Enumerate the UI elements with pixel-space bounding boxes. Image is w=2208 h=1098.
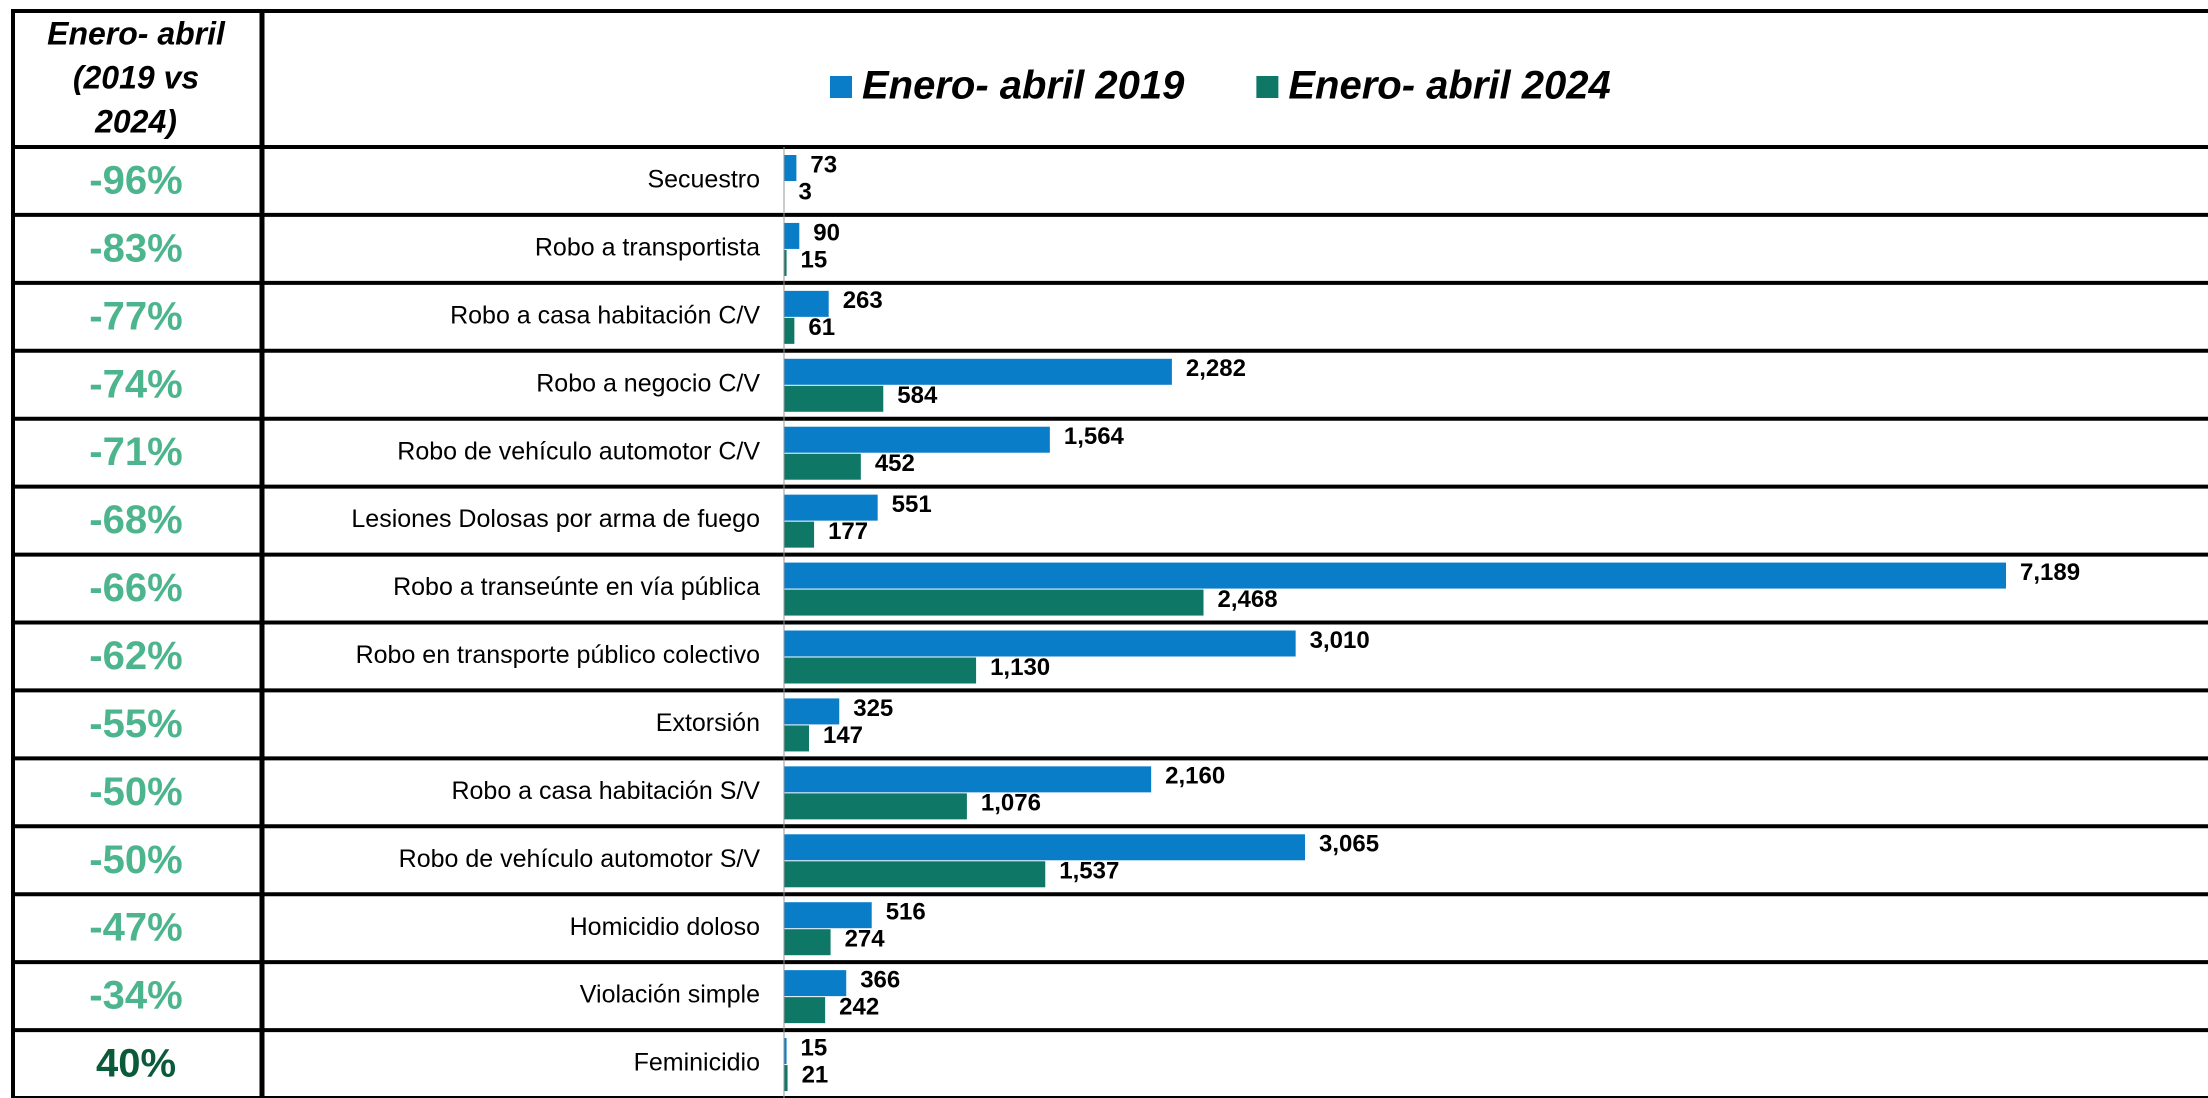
bar <box>784 589 1204 616</box>
value-label: 61 <box>808 314 835 341</box>
bar <box>784 521 815 548</box>
value-label: 242 <box>839 993 879 1020</box>
bar <box>784 494 878 521</box>
bar <box>784 725 809 752</box>
legend-label: Enero- abril 2019 <box>862 64 1185 108</box>
value-label: 1,130 <box>990 654 1050 681</box>
value-label: 2,468 <box>1218 586 1278 613</box>
category-label: Violación simple <box>580 981 760 1009</box>
bar <box>784 385 884 412</box>
bar <box>784 997 826 1024</box>
bar <box>784 657 977 684</box>
change-pct: -55% <box>89 702 182 746</box>
bar <box>784 562 2006 589</box>
value-label: 551 <box>892 491 932 518</box>
value-label: 2,160 <box>1165 763 1225 790</box>
bar <box>784 358 1172 385</box>
change-pct: -34% <box>89 974 182 1018</box>
value-label: 325 <box>853 695 893 722</box>
change-pct: -68% <box>89 498 182 542</box>
value-label: 584 <box>897 382 938 409</box>
change-pct: -96% <box>89 159 182 203</box>
value-label: 3 <box>799 178 812 205</box>
table-header: Enero- abril <box>47 15 226 51</box>
bar <box>784 453 861 480</box>
category-label: Robo en transporte público colectivo <box>356 641 760 669</box>
legend-swatch <box>830 76 852 98</box>
category-label: Robo de vehículo automotor C/V <box>397 437 760 465</box>
value-label: 15 <box>801 1034 828 1061</box>
value-label: 90 <box>813 219 840 246</box>
value-label: 73 <box>810 151 837 178</box>
bar <box>784 1038 787 1065</box>
bar <box>784 861 1046 888</box>
value-label: 7,189 <box>2020 559 2080 586</box>
change-pct: -77% <box>89 294 182 338</box>
change-pct: -50% <box>89 838 182 882</box>
category-label: Robo a transportista <box>535 234 760 262</box>
value-label: 177 <box>828 518 868 545</box>
bar <box>784 766 1152 793</box>
bar <box>784 426 1050 453</box>
bar <box>784 630 1296 657</box>
value-label: 3,065 <box>1319 831 1379 858</box>
value-label: 147 <box>823 722 863 749</box>
value-label: 15 <box>801 246 828 273</box>
bar <box>784 155 797 181</box>
category-label: Secuestro <box>647 166 760 194</box>
bar <box>784 970 847 997</box>
category-label: Feminicidio <box>634 1049 760 1077</box>
category-label: Robo a casa habitación C/V <box>450 301 760 329</box>
value-label: 516 <box>886 899 926 926</box>
category-label: Extorsión <box>656 709 760 737</box>
category-label: Homicidio doloso <box>570 913 760 941</box>
value-label: 1,076 <box>981 790 1041 817</box>
category-label: Robo de vehículo automotor S/V <box>399 845 761 873</box>
category-label: Robo a negocio C/V <box>536 369 760 397</box>
bar <box>784 1065 788 1092</box>
bar <box>784 902 872 929</box>
category-label: Robo a casa habitación S/V <box>451 777 760 805</box>
legend-label: Enero- abril 2024 <box>1288 64 1610 108</box>
value-label: 366 <box>860 966 900 993</box>
value-label: 263 <box>843 287 883 314</box>
change-pct: 40% <box>96 1042 176 1086</box>
bar <box>784 317 795 344</box>
bar <box>784 698 840 725</box>
table-header: 2024) <box>94 103 177 139</box>
bar <box>784 834 1305 861</box>
bar <box>784 222 800 249</box>
value-label: 21 <box>802 1061 829 1088</box>
bar <box>784 929 831 956</box>
change-pct: -62% <box>89 634 182 678</box>
value-label: 452 <box>875 450 915 477</box>
category-label: Lesiones Dolosas por arma de fuego <box>351 505 760 533</box>
value-label: 3,010 <box>1310 627 1370 654</box>
change-pct: -74% <box>89 362 182 406</box>
change-pct: -71% <box>89 430 182 474</box>
category-label: Robo a transeúnte en vía pública <box>393 573 760 601</box>
bar <box>784 793 967 820</box>
value-label: 1,564 <box>1064 423 1125 450</box>
change-pct: -83% <box>89 226 182 270</box>
change-pct: -47% <box>89 906 182 950</box>
change-pct: -66% <box>89 566 182 610</box>
change-pct: -50% <box>89 770 182 814</box>
legend-swatch <box>1256 76 1279 98</box>
bar <box>784 290 829 317</box>
value-label: 274 <box>845 926 886 953</box>
value-label: 2,282 <box>1186 355 1246 382</box>
table-header: (2019 vs <box>73 59 199 95</box>
value-label: 1,537 <box>1059 858 1119 885</box>
bar <box>784 249 787 276</box>
